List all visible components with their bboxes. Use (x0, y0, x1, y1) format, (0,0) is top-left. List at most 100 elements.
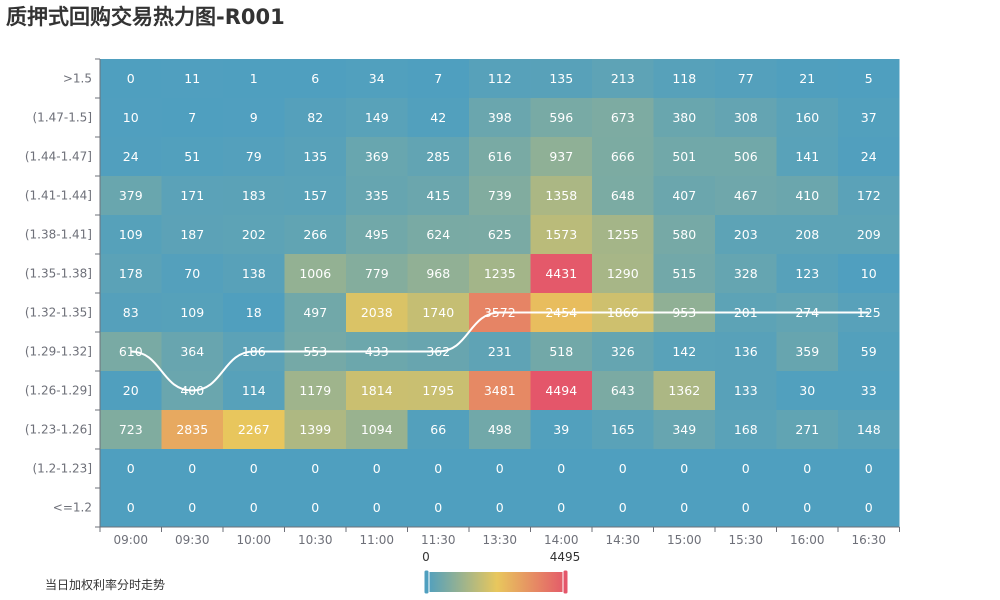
heatmap-cell[interactable] (284, 137, 347, 176)
heatmap-cell[interactable] (530, 449, 593, 488)
heatmap-cell[interactable] (838, 488, 900, 527)
heatmap-cell[interactable] (653, 254, 716, 293)
heatmap-cell[interactable] (100, 215, 162, 254)
heatmap-cell[interactable] (100, 137, 162, 176)
heatmap-cell[interactable] (838, 371, 900, 410)
heatmap-cell[interactable] (715, 410, 777, 449)
heatmap-cell[interactable] (223, 293, 285, 332)
heatmap-cell[interactable] (284, 410, 347, 449)
heatmap-cell[interactable] (346, 449, 408, 488)
heatmap-cell[interactable] (407, 293, 470, 332)
heatmap-cell[interactable] (161, 293, 224, 332)
heatmap-cell[interactable] (530, 332, 593, 371)
heatmap-cell[interactable] (223, 488, 285, 527)
heatmap-cell[interactable] (346, 488, 408, 527)
heatmap-cell[interactable] (346, 137, 408, 176)
heatmap-cell[interactable] (530, 98, 593, 137)
heatmap-cell[interactable] (284, 449, 347, 488)
heatmap-cell[interactable] (223, 59, 285, 98)
heatmap-cell[interactable] (592, 176, 654, 215)
heatmap-cell[interactable] (530, 371, 593, 410)
heatmap-cell[interactable] (592, 254, 654, 293)
heatmap-cell[interactable] (776, 449, 839, 488)
heatmap-cell[interactable] (100, 59, 162, 98)
heatmap-cell[interactable] (838, 254, 900, 293)
heatmap-cell[interactable] (530, 410, 593, 449)
heatmap-cell[interactable] (469, 488, 531, 527)
heatmap-cell[interactable] (592, 137, 654, 176)
heatmap-cell[interactable] (469, 98, 531, 137)
heatmap-cell[interactable] (161, 488, 224, 527)
heatmap-cell[interactable] (407, 449, 470, 488)
heatmap-cell[interactable] (653, 59, 716, 98)
heatmap-cell[interactable] (161, 137, 224, 176)
heatmap-cell[interactable] (407, 371, 470, 410)
visual-map-max-handle[interactable] (562, 569, 569, 595)
heatmap-cell[interactable] (161, 215, 224, 254)
visual-map-min-handle[interactable] (423, 569, 430, 595)
heatmap-cell[interactable] (715, 332, 777, 371)
heatmap-cell[interactable] (100, 176, 162, 215)
heatmap-cell[interactable] (469, 410, 531, 449)
heatmap-cell[interactable] (407, 98, 470, 137)
heatmap-cell[interactable] (469, 176, 531, 215)
heatmap-cell[interactable] (530, 137, 593, 176)
heatmap-cell[interactable] (346, 176, 408, 215)
heatmap-cell[interactable] (100, 371, 162, 410)
heatmap-cell[interactable] (776, 488, 839, 527)
heatmap-cell[interactable] (100, 293, 162, 332)
heatmap-cell[interactable] (284, 215, 347, 254)
heatmap-cell[interactable] (838, 332, 900, 371)
heatmap-cell[interactable] (223, 98, 285, 137)
heatmap-cell[interactable] (715, 254, 777, 293)
heatmap-cell[interactable] (530, 59, 593, 98)
heatmap-cell[interactable] (776, 332, 839, 371)
heatmap-cell[interactable] (776, 176, 839, 215)
heatmap-cell[interactable] (530, 176, 593, 215)
heatmap-cell[interactable] (161, 98, 224, 137)
heatmap-cell[interactable] (346, 410, 408, 449)
heatmap-cell[interactable] (653, 371, 716, 410)
heatmap-cell[interactable] (161, 332, 224, 371)
heatmap-cell[interactable] (653, 449, 716, 488)
heatmap-cell[interactable] (346, 293, 408, 332)
heatmap-cell[interactable] (530, 488, 593, 527)
heatmap-cell[interactable] (838, 176, 900, 215)
heatmap-cell[interactable] (407, 59, 470, 98)
heatmap-cell[interactable] (284, 176, 347, 215)
heatmap-cell[interactable] (776, 410, 839, 449)
heatmap-cell[interactable] (407, 137, 470, 176)
heatmap-cell[interactable] (776, 371, 839, 410)
heatmap-cell[interactable] (776, 59, 839, 98)
heatmap-cell[interactable] (653, 410, 716, 449)
heatmap-cell[interactable] (407, 410, 470, 449)
heatmap-cell[interactable] (284, 59, 347, 98)
heatmap-cell[interactable] (284, 293, 347, 332)
heatmap-cell[interactable] (346, 371, 408, 410)
heatmap-cell[interactable] (715, 176, 777, 215)
heatmap-cell[interactable] (346, 215, 408, 254)
heatmap-cell[interactable] (592, 98, 654, 137)
heatmap-cell[interactable] (653, 332, 716, 371)
heatmap-cell[interactable] (592, 371, 654, 410)
heatmap-cell[interactable] (776, 98, 839, 137)
heatmap-cell[interactable] (407, 254, 470, 293)
heatmap-cell[interactable] (592, 59, 654, 98)
heatmap-cell[interactable] (161, 176, 224, 215)
heatmap-cell[interactable] (223, 254, 285, 293)
heatmap-cell[interactable] (284, 488, 347, 527)
heatmap-cell[interactable] (592, 332, 654, 371)
heatmap-cell[interactable] (100, 254, 162, 293)
heatmap-cell[interactable] (469, 371, 531, 410)
heatmap-cell[interactable] (838, 410, 900, 449)
heatmap-cell[interactable] (161, 410, 224, 449)
heatmap-cell[interactable] (715, 449, 777, 488)
heatmap-cell[interactable] (469, 137, 531, 176)
heatmap-cell[interactable] (100, 488, 162, 527)
heatmap-cell[interactable] (838, 215, 900, 254)
heatmap-cell[interactable] (284, 371, 347, 410)
heatmap-cell[interactable] (346, 98, 408, 137)
heatmap-cell[interactable] (284, 254, 347, 293)
heatmap-cell[interactable] (469, 59, 531, 98)
heatmap-cell[interactable] (653, 98, 716, 137)
